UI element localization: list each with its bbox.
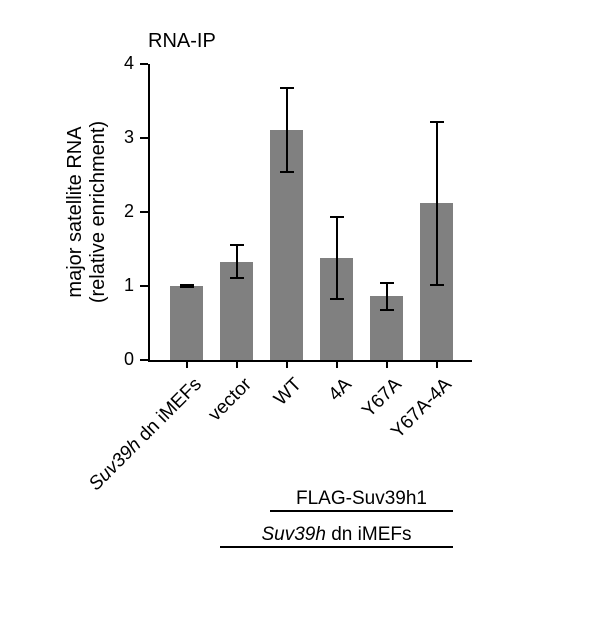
x-tick <box>186 360 188 368</box>
error-bar <box>286 88 288 172</box>
group-line <box>220 546 453 548</box>
bar <box>170 286 203 360</box>
error-cap <box>230 277 244 279</box>
x-tick <box>336 360 338 368</box>
error-cap <box>230 244 244 246</box>
error-cap <box>430 284 444 286</box>
x-tick <box>236 360 238 368</box>
error-bar <box>336 217 338 298</box>
y-axis-label: major satellite RNA(relative enrichment) <box>64 64 110 360</box>
y-tick-label: 3 <box>116 127 134 148</box>
chart-page: RNA-IP major satellite RNA(relative enri… <box>0 0 600 626</box>
panel-title: RNA-IP <box>148 30 216 53</box>
y-tick <box>140 137 148 139</box>
error-cap <box>330 298 344 300</box>
group-label: Suv39h dn iMEFs <box>262 524 412 546</box>
y-tick-label: 4 <box>116 53 134 74</box>
y-tick-label: 0 <box>116 349 134 370</box>
error-bar <box>386 283 388 310</box>
y-tick-label: 1 <box>116 275 134 296</box>
error-bar <box>436 122 438 285</box>
group-label: FLAG-Suv39h1 <box>296 488 427 510</box>
x-tick <box>286 360 288 368</box>
y-tick-label: 2 <box>116 201 134 222</box>
y-tick <box>140 359 148 361</box>
error-cap <box>180 286 194 288</box>
y-tick <box>140 211 148 213</box>
error-cap <box>330 216 344 218</box>
x-tick <box>386 360 388 368</box>
error-cap <box>280 171 294 173</box>
error-cap <box>380 282 394 284</box>
error-cap <box>180 284 194 286</box>
x-tick <box>436 360 438 368</box>
y-tick <box>140 285 148 287</box>
y-tick <box>140 63 148 65</box>
error-cap <box>430 121 444 123</box>
error-bar <box>236 245 238 278</box>
group-line <box>270 510 453 512</box>
error-cap <box>280 87 294 89</box>
error-cap <box>380 309 394 311</box>
